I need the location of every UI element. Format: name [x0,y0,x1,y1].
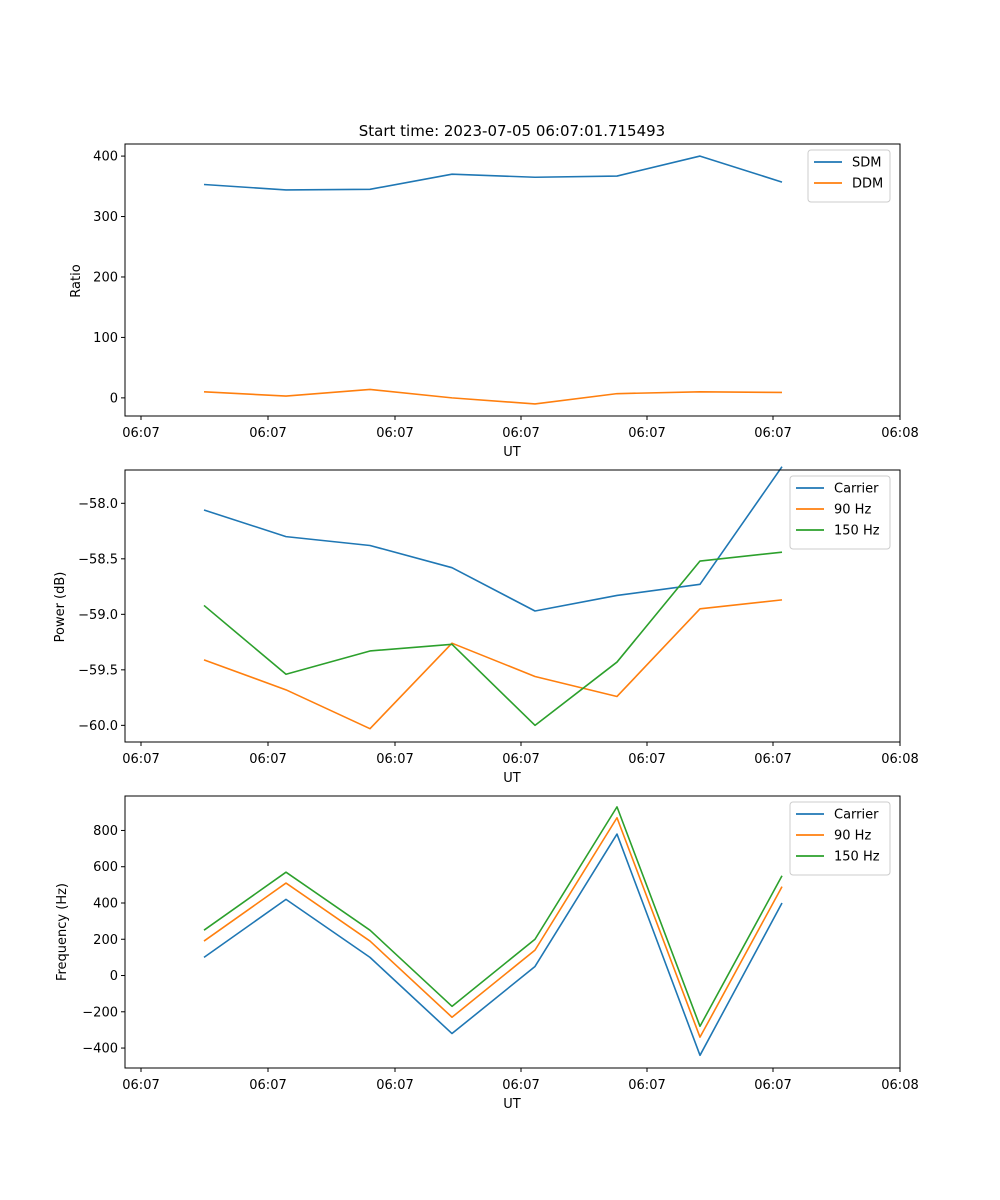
legend-label: Carrier [834,808,879,823]
y-tick-label: −58.5 [78,552,118,567]
y-tick-label: 400 [93,150,118,165]
legend-label: Carrier [834,482,879,497]
x-tick-label: 06:07 [628,426,665,441]
x-tick-label: 06:07 [249,752,286,767]
y-tick-label: −59.5 [78,663,118,678]
y-axis-label: Ratio [69,264,84,297]
series-line-150-hz [203,551,783,727]
series-line-sdm [203,155,783,191]
x-axis-label: UT [503,445,521,460]
y-tick-label: −60.0 [78,719,118,734]
x-tick-label: 06:07 [249,426,286,441]
frequency-panel: UT Frequency (Hz) 06:07 06:07 06:07 06:07 06… [55,795,919,1112]
x-tick-label: 06:07 [502,752,539,767]
y-tick-label: 400 [93,896,118,911]
series-line-90-hz [203,599,783,730]
legend [807,149,891,203]
chart-title: Start time: 2023-07-05 06:07:01.715493 [359,122,665,140]
x-tick-label: 06:07 [754,426,791,441]
series-line-carrier [203,466,783,612]
series-line-150-hz [203,806,783,1028]
plot-frame [124,795,901,1069]
x-tick-label: 06:07 [376,1078,413,1093]
x-tick-label: 06:07 [376,426,413,441]
x-tick-label: 06:07 [376,752,413,767]
plot-frame [124,469,901,743]
y-axis-label: Frequency (Hz) [55,883,70,981]
y-tick-label: −59.0 [78,608,118,623]
legend-label: 90 Hz [834,829,871,844]
x-axis-label: UT [503,771,521,786]
x-tick-label: 06:07 [122,426,159,441]
y-tick-label: 100 [93,331,118,346]
y-tick-label: 300 [93,210,118,225]
x-tick-label: 06:07 [502,426,539,441]
y-tick-label: 0 [110,391,118,406]
y-tick-label: 600 [93,860,118,875]
x-tick-label: 06:07 [628,752,665,767]
legend-label: DDM [852,177,883,192]
x-tick-label: 06:07 [249,1078,286,1093]
series-line-90-hz [203,816,783,1038]
y-tick-label: −400 [82,1042,118,1057]
y-tick-label: 0 [110,969,118,984]
x-tick-label: 06:08 [881,752,918,767]
x-tick-label: 06:07 [122,1078,159,1093]
x-tick-label: 06:07 [754,1078,791,1093]
series-line-carrier [203,833,783,1057]
legend-label: 150 Hz [834,524,880,539]
x-tick-label: 06:07 [628,1078,665,1093]
y-tick-label: −200 [82,1005,118,1020]
series-line-ddm [203,388,783,405]
x-tick-label: 06:07 [122,752,159,767]
plot-frame [124,143,901,417]
x-tick-label: 06:07 [502,1078,539,1093]
legend-label: 150 Hz [834,850,880,865]
ratio-panel: Start time: 2023-07-05 06:07:01.715493 U… [69,122,919,460]
y-tick-label: −58.0 [78,497,118,512]
legend-label: 90 Hz [834,503,871,518]
x-axis-label: UT [503,1097,521,1112]
y-tick-label: 800 [93,824,118,839]
x-tick-label: 06:08 [881,1078,918,1093]
y-axis-label: Power (dB) [53,572,68,643]
power-panel: UT Power (dB) 06:07 06:07 06:07 06:07 06:07 0… [53,466,919,786]
y-tick-label: 200 [93,933,118,948]
x-tick-label: 06:08 [881,426,918,441]
legend-label: SDM [852,156,881,171]
y-tick-label: 200 [93,270,118,285]
x-tick-label: 06:07 [754,752,791,767]
